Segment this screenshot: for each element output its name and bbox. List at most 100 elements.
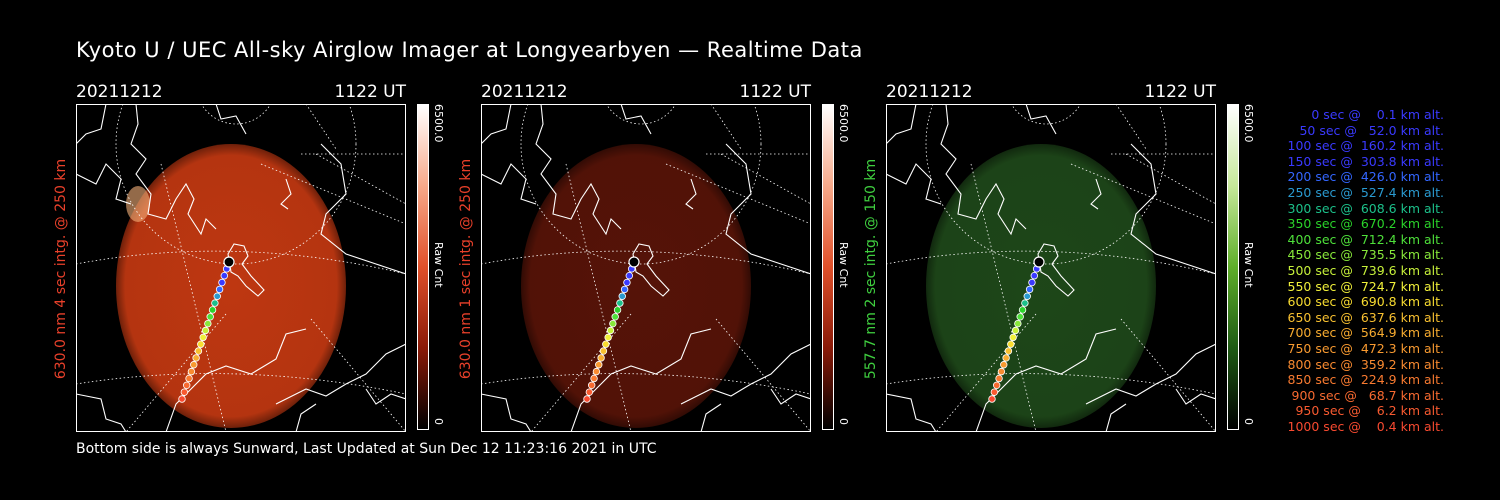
coastline [280, 178, 292, 210]
trajectory-point [609, 319, 617, 328]
coastline [886, 163, 942, 205]
trajectory-point [1014, 319, 1022, 328]
panel-wavelength-label: 630.0 nm 1 sec intg. @ 250 km [455, 106, 477, 432]
coastline [1085, 343, 1216, 405]
trajectory-point [620, 285, 629, 294]
coastline [320, 143, 406, 275]
trajectory-point [211, 299, 219, 307]
panel-wavelength-label: 630.0 nm 4 sec intg. @ 250 km [50, 106, 72, 432]
svalbard-coastline [632, 243, 670, 297]
colorbar-min: 0 [1242, 418, 1255, 425]
svalbard-coastline [227, 243, 265, 297]
trajectory-point [599, 347, 608, 355]
coastline [620, 104, 652, 135]
trajectory-point [187, 367, 196, 376]
trajectory-point [213, 292, 221, 300]
trajectory-point [1028, 278, 1036, 287]
trajectory-point [585, 388, 594, 396]
coastline [886, 104, 917, 145]
trajectory-point [1004, 347, 1013, 355]
longitude-line [1115, 104, 1147, 150]
svalbard-coastline [1037, 243, 1075, 297]
trajectory-point [592, 367, 601, 376]
coastline [886, 393, 937, 432]
latitude-circle [520, 104, 762, 265]
coastline [215, 104, 247, 135]
wavelength-label-text: 557.7 nm 2 sec intg. @ 150 km [863, 158, 879, 380]
trajectory-point [190, 361, 198, 369]
trajectory-point [616, 299, 624, 307]
colorbar [417, 104, 429, 430]
panel-time: 1122 UT [334, 82, 407, 102]
panel-time: 1122 UT [739, 82, 812, 102]
legend-row: 150 sec @ 303.8 km alt. [1283, 153, 1445, 169]
trajectory-point [613, 306, 622, 314]
coastline [680, 343, 811, 405]
trajectory-point [1021, 299, 1029, 307]
colorbar-unit: Raw Cnt [1242, 242, 1255, 288]
coastline [770, 388, 811, 405]
legend-row: 200 sec @ 426.0 km alt. [1283, 169, 1445, 185]
longitude-line [1120, 318, 1216, 432]
trajectory-point [992, 381, 1001, 389]
trajectory-point [208, 306, 217, 314]
allsky-map [76, 104, 406, 432]
trajectory-point [192, 354, 200, 362]
coastline [481, 104, 512, 145]
coastline [1090, 178, 1102, 210]
trajectory-point [1018, 306, 1027, 314]
legend-row: 350 sec @ 670.2 km alt. [1283, 216, 1445, 232]
trajectory-point [180, 388, 189, 396]
trajectory-point [595, 361, 603, 369]
airglow-image [926, 144, 1156, 428]
trajectory-point [997, 367, 1006, 376]
trajectory-point [604, 333, 612, 342]
longitude-line [305, 104, 337, 150]
legend-row: 900 sec @ 68.7 km alt. [1287, 387, 1444, 403]
trajectory-point [201, 326, 210, 335]
legend-row: 850 sec @ 224.9 km alt. [1283, 372, 1445, 388]
coastline [76, 104, 107, 145]
wavelength-label-text: 630.0 nm 4 sec intg. @ 250 km [53, 158, 69, 380]
legend-row: 100 sec @ 160.2 km alt. [1283, 138, 1445, 154]
colorbar [1227, 104, 1239, 430]
legend-row: 800 sec @ 359.2 km alt. [1283, 356, 1445, 372]
trajectory-point [223, 256, 235, 268]
legend-row: 300 sec @ 608.6 km alt. [1283, 200, 1445, 216]
coastline [700, 403, 722, 432]
coastline [76, 163, 132, 205]
legend-row: 450 sec @ 735.5 km alt. [1283, 247, 1445, 263]
legend-row: 700 sec @ 564.9 km alt. [1283, 325, 1445, 341]
legend-row: 500 sec @ 739.6 km alt. [1283, 262, 1445, 278]
trajectory-point [606, 326, 615, 335]
trajectory-point [625, 271, 633, 280]
colorbar-unit: Raw Cnt [837, 242, 850, 288]
colorbar-max: 6500.0 [432, 104, 445, 143]
airglow-image [521, 144, 751, 428]
panel-3: 20211212 1122 UT 557.7 nm 2 sec intg. @ … [863, 82, 1286, 432]
coastline [940, 104, 1027, 236]
coastline [481, 163, 537, 205]
page-title: Kyoto U / UEC All-sky Airglow Imager at … [76, 38, 863, 62]
trajectory-point [618, 292, 626, 300]
trajectory-point [1016, 313, 1024, 321]
coastline [295, 403, 317, 432]
trajectory-point [1023, 292, 1031, 300]
trajectory-point [988, 395, 996, 403]
trajectory-point [602, 340, 610, 348]
map-frame [481, 104, 811, 432]
coastline [130, 104, 217, 236]
trajectory-point [597, 354, 605, 362]
colorbar-unit: Raw Cnt [432, 242, 445, 288]
trajectory-point [623, 278, 631, 287]
trajectory-point [990, 388, 999, 396]
altitude-legend: 0 sec @ 0.1 km alt. 50 sec @ 52.0 km alt… [1268, 107, 1445, 434]
wavelength-label-text: 630.0 nm 1 sec intg. @ 250 km [458, 158, 474, 380]
coastline [1105, 403, 1127, 432]
map-frame [886, 104, 1216, 432]
legend-row: 650 sec @ 637.6 km alt. [1283, 309, 1445, 325]
trajectory-point [197, 340, 205, 348]
colorbar-min: 0 [432, 418, 445, 425]
airglow-image [116, 144, 346, 428]
trajectory-point [1007, 340, 1015, 348]
